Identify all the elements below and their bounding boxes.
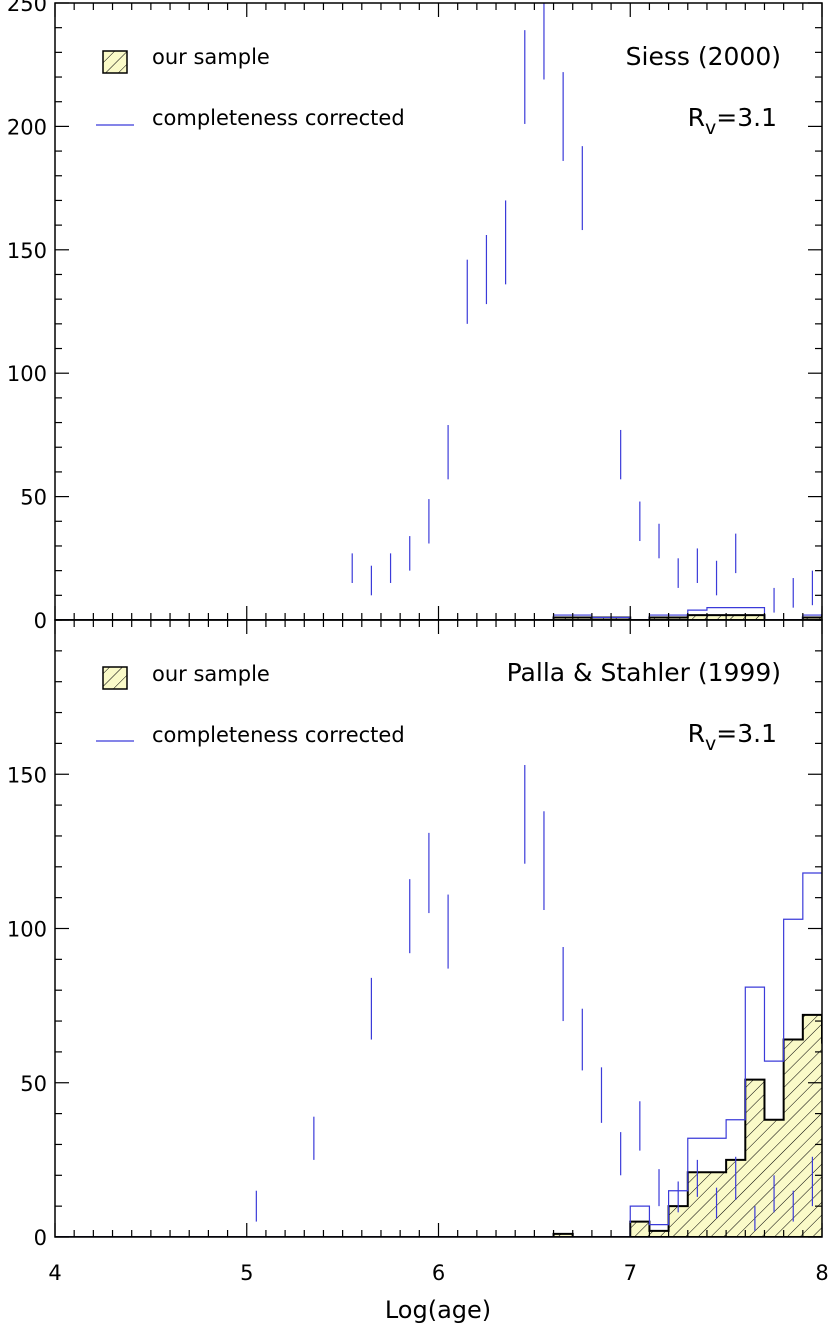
plot-frame [54,619,823,1238]
y-tick-label: 50 [20,486,47,510]
y-tick-label: 50 [20,1072,47,1096]
x-tick-label: 6 [432,1261,445,1285]
sample-histogram-fill [55,614,822,620]
x-tick-label: 4 [48,1261,61,1285]
y-tick-label: 200 [7,115,47,139]
x-axis-title: Log(age) [385,1296,491,1324]
corrected-histogram-line [55,872,822,1237]
panel-title: Palla & Stahler (1999) [507,658,781,687]
y-tick-label: 100 [7,918,47,942]
y-tick-label: 100 [7,362,47,386]
legend-corrected-label: completeness corrected [152,106,405,130]
panel-title: Siess (2000) [626,42,781,71]
legend-sample-swatch [102,50,128,74]
extinction-annotation: Rv=3.1 [688,719,777,755]
legend: our sample completeness corrected [96,662,405,747]
siess-panel: 0 50 100 150 200 250 our sample completeness … [7,0,823,633]
corrected-error-bars [351,3,822,613]
x-tick-label: 8 [815,1261,828,1285]
legend-sample-label: our sample [152,662,270,686]
legend-sample-label: our sample [152,45,270,69]
x-tick-label: 7 [624,1261,637,1285]
legend-corrected-label: completeness corrected [152,723,405,747]
y-tick-label: 250 [7,0,47,16]
sample-histogram-fill [55,1013,822,1237]
plot-frame [54,2,823,621]
y-axis-ticks: 0 50 100 150 [7,619,822,1250]
legend-sample-swatch [102,666,128,690]
y-tick-label: 150 [7,239,47,263]
y-tick-label: 150 [7,763,47,787]
extinction-annotation: Rv=3.1 [688,103,777,139]
y-axis-ticks: 0 50 100 150 200 250 [7,0,822,633]
y-tick-label: 0 [34,609,47,633]
corrected-error-bars [255,764,814,1231]
x-axis-ticks [54,3,823,620]
x-tick-label: 5 [240,1261,253,1285]
x-axis-tick-labels: 4 5 6 7 8 [48,1261,828,1285]
y-tick-label: 0 [34,1226,47,1250]
x-axis-ticks [54,620,823,1237]
palla-stahler-panel: 0 50 100 150 our sample completeness correc… [7,619,823,1250]
legend: our sample completeness corrected [96,45,405,130]
